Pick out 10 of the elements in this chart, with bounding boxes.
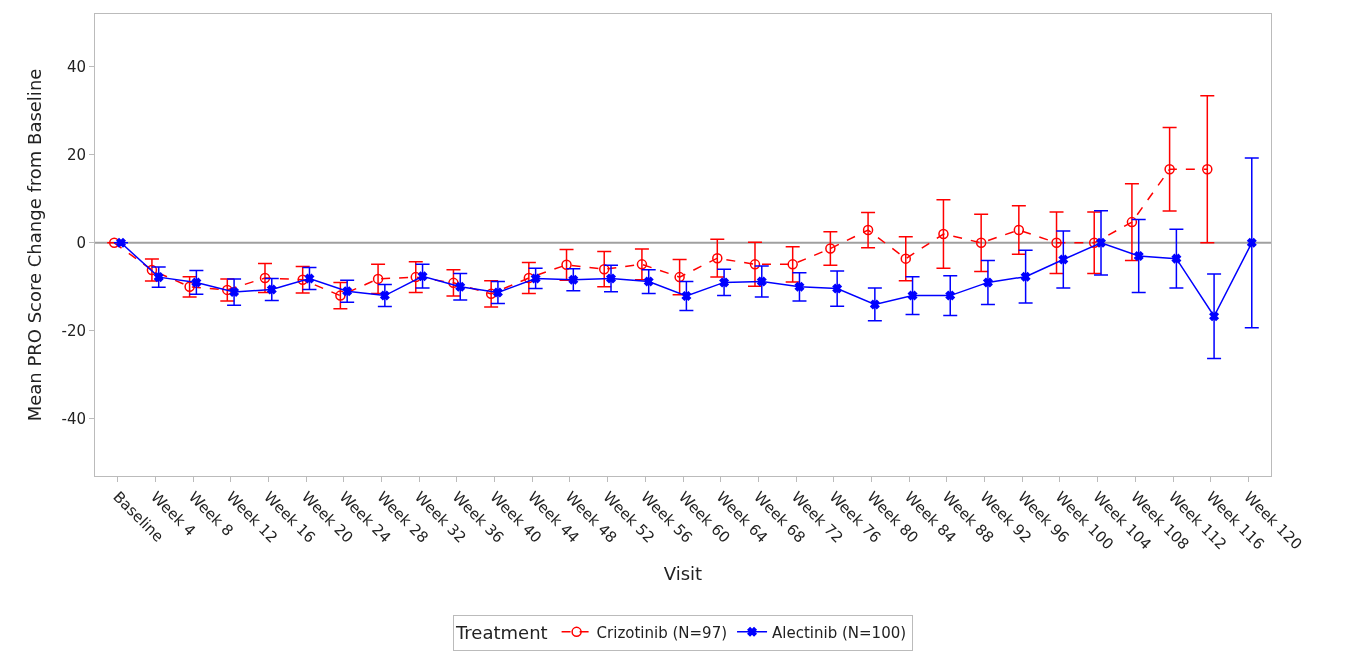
legend-label: Alectinib (N=100) — [772, 623, 907, 642]
y-axis-title: Mean PRO Score Change from Baseline — [23, 68, 45, 422]
x-axis-title: Visit — [663, 563, 703, 585]
legend-title: Treatment — [455, 622, 548, 643]
y-tick-label: 40 — [66, 58, 86, 77]
y-tick-label: 0 — [76, 234, 86, 253]
y-tick-label: 20 — [66, 146, 86, 165]
legend-label: Crizotinib (N=97) — [596, 623, 728, 642]
y-tick-label: -40 — [61, 410, 86, 429]
y-tick-label: -20 — [61, 322, 86, 341]
